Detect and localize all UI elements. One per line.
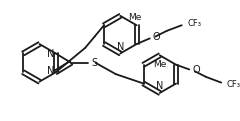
Text: N: N: [47, 49, 55, 59]
Text: N: N: [47, 66, 55, 76]
Text: CF₃: CF₃: [187, 19, 201, 28]
Text: Me: Me: [153, 60, 167, 69]
Text: O: O: [192, 65, 200, 75]
Text: N: N: [117, 42, 124, 52]
Text: S: S: [92, 58, 98, 68]
Text: CF₃: CF₃: [227, 80, 240, 89]
Text: N: N: [156, 81, 163, 91]
Text: Me: Me: [128, 13, 141, 22]
Text: O: O: [153, 32, 160, 42]
